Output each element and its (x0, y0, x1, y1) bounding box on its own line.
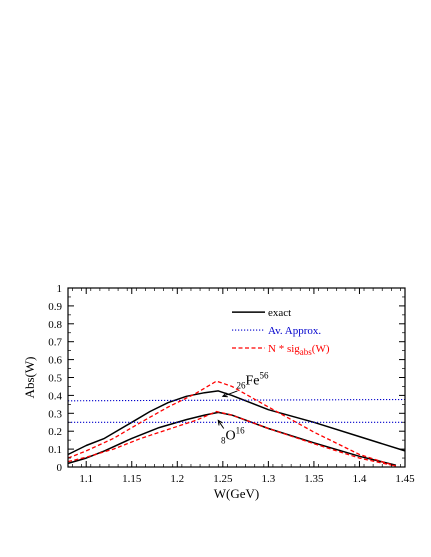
annotations: 26Fe56 8O16 (217, 371, 270, 445)
series-line-n-sig-abs-w-fe56 (67, 380, 397, 467)
x-tick-label: 1.45 (395, 473, 415, 485)
y-tick-label: 0.6 (48, 355, 62, 367)
x-tick-label: 1.1 (79, 473, 93, 485)
series-line-exact-fe56 (67, 390, 406, 456)
annotation-label: 26Fe56 (237, 371, 270, 391)
series-line-av-approx-fe56 (67, 398, 406, 402)
series-line-exact-o16 (67, 411, 397, 466)
plot-frame (67, 287, 406, 468)
x-tick-label: 1.2 (170, 473, 184, 485)
annotation-label: 8O16 (221, 425, 245, 445)
y-tick-label: 0.8 (48, 319, 62, 331)
annotation-arrowhead (217, 419, 223, 426)
x-tick-label: 1.4 (353, 473, 367, 485)
y-tick-label: 0.1 (48, 444, 62, 456)
legend-label: Av. Approx. (268, 325, 321, 337)
x-tick-label: 1.35 (304, 473, 324, 485)
series-line-n-sig-abs-w-o16 (67, 410, 397, 467)
y-tick-label: 1 (57, 283, 63, 295)
legend-label: exact (268, 307, 291, 319)
y-tick-label: 0.7 (48, 337, 62, 349)
x-axis-title: W(GeV) (214, 486, 259, 501)
y-tick-label: 0.2 (48, 426, 62, 438)
annotation-arrow (217, 420, 225, 429)
series-layer (67, 380, 406, 467)
y-axis-title: Abs(W) (22, 357, 37, 399)
legend-label: N * sigabs(W) (268, 343, 330, 357)
x-tick-label: 1.15 (122, 473, 142, 485)
y-tick-label: 0.4 (48, 390, 62, 402)
y-tick-label: 0 (57, 462, 63, 474)
y-tick-label: 0.9 (48, 301, 62, 313)
legend: exact Av. Approx. N * sigabs(W) (232, 307, 330, 357)
ticks-layer: 1.1 1.15 1.2 1.25 1.3 1.35 1.4 1.45 0 0.1 0.2 0.3 0.… (48, 283, 415, 485)
annotation-arrow (222, 390, 238, 397)
x-tick-label: 1.3 (262, 473, 276, 485)
y-tick-label: 0.3 (48, 408, 62, 420)
annotation-arrowhead (221, 392, 228, 398)
x-tick-label: 1.25 (213, 473, 233, 485)
y-tick-label: 0.5 (48, 373, 62, 385)
